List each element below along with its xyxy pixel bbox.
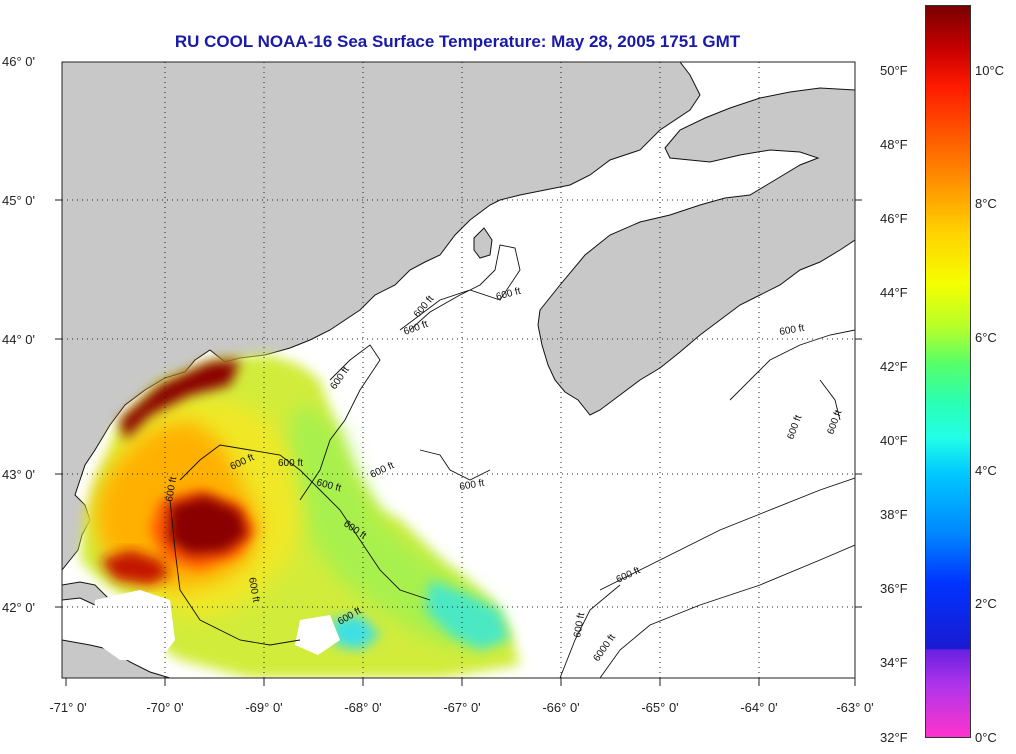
colorbar-c-label: 8°C xyxy=(975,196,997,211)
lon-label: -70° 0' xyxy=(146,700,184,715)
lat-label: 44° 0' xyxy=(2,332,35,347)
lon-label: -65° 0' xyxy=(641,700,679,715)
lat-label: 42° 0' xyxy=(2,600,35,615)
temperature-colorbar xyxy=(925,5,971,738)
contour-label: 600 ft xyxy=(246,577,261,604)
lon-label: -66° 0' xyxy=(542,700,580,715)
land-nova-scotia xyxy=(537,87,855,416)
lat-label: 46° 0' xyxy=(2,54,35,69)
lon-label: -64° 0' xyxy=(740,700,778,715)
colorbar-f-label: 40°F xyxy=(880,433,908,448)
graticule xyxy=(62,62,855,678)
contour-label: 600 ft xyxy=(278,458,303,469)
colorbar-c-label: 0°C xyxy=(975,730,997,745)
colorbar-f-label: 36°F xyxy=(880,581,908,596)
colorbar-f-label: 34°F xyxy=(880,655,908,670)
colorbar-f-label: 50°F xyxy=(880,63,908,78)
colorbar-f-label: 32°F xyxy=(880,730,908,745)
plot-frame xyxy=(61,61,856,679)
lon-label: -69° 0' xyxy=(245,700,283,715)
sst-data-field xyxy=(80,355,520,678)
contour-label: 600 ft xyxy=(572,612,587,639)
bathymetry-contours xyxy=(169,244,855,678)
colorbar-f-label: 48°F xyxy=(880,137,908,152)
contour-label: 600 ft xyxy=(459,478,486,493)
land-grand-manan xyxy=(473,227,493,259)
colorbar-f-label: 44°F xyxy=(880,285,908,300)
land-south-coast xyxy=(62,639,171,678)
contour-label: 600 ft xyxy=(779,323,806,338)
colorbar-f-label: 42°F xyxy=(880,359,908,374)
lat-label: 43° 0' xyxy=(2,467,35,482)
contour-label: 600 ft xyxy=(164,476,179,503)
map-title: RU COOL NOAA-16 Sea Surface Temperature:… xyxy=(174,32,741,51)
colorbar-c-label: 6°C xyxy=(975,330,997,345)
colorbar-f-label: 38°F xyxy=(880,507,908,522)
colorbar-c-label: 2°C xyxy=(975,596,997,611)
lat-label: 45° 0' xyxy=(2,193,35,208)
lon-label: -68° 0' xyxy=(344,700,382,715)
colorbar-c-label: 10°C xyxy=(975,63,1005,78)
colorbar-c-label: 4°C xyxy=(975,463,997,478)
lon-label: -63° 0' xyxy=(836,700,874,715)
lon-label: -67° 0' xyxy=(443,700,481,715)
frame-ticks xyxy=(55,199,862,686)
lon-label: -71° 0' xyxy=(49,700,87,715)
colorbar-f-label: 46°F xyxy=(880,211,908,226)
land-maine-newbrunswick xyxy=(62,62,701,571)
